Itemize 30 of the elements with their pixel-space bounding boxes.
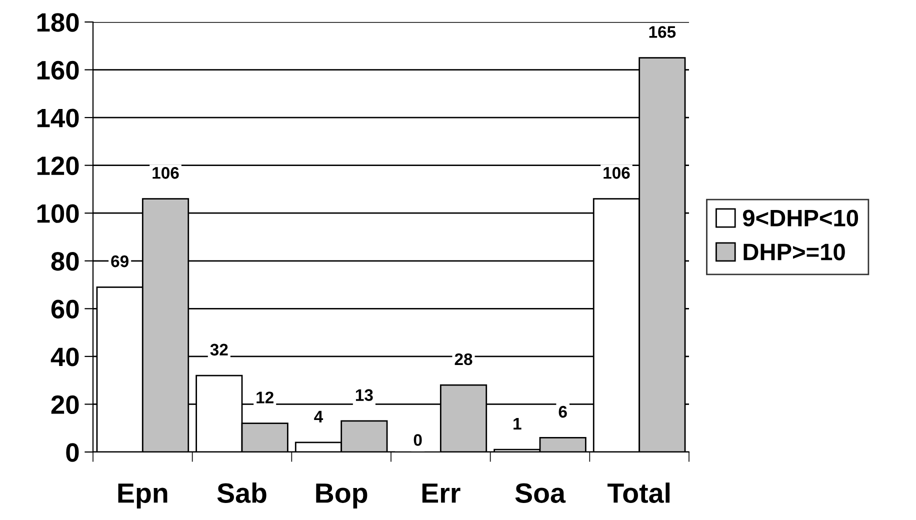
x-tick-label: Bop (316, 484, 368, 508)
data-label: 4 (314, 410, 324, 422)
data-label: 1 (514, 418, 522, 430)
data-label: 165 (649, 26, 676, 38)
x-tick-label: Total (607, 482, 670, 503)
y-tick-label: 120 (37, 156, 79, 176)
y-tick-label: 60 (51, 300, 79, 318)
x-tick-label: Err (422, 484, 460, 503)
data-label: 12 (256, 392, 274, 404)
legend-label: 9<DHP<10 (743, 210, 858, 226)
data-label: 32 (210, 344, 228, 356)
y-tick-label: 0 (66, 443, 79, 462)
data-label: 69 (111, 255, 128, 268)
data-label: 6 (558, 406, 567, 418)
data-label: 106 (152, 167, 179, 179)
x-tick-label: Epn (118, 484, 168, 508)
x-tick-label: Soa (515, 483, 566, 503)
data-label: 13 (356, 389, 373, 402)
y-tick-label: 40 (50, 348, 79, 366)
y-tick-label: 100 (37, 204, 79, 223)
y-tick-label: 180 (37, 13, 79, 32)
x-tick-label: Sab (217, 482, 266, 503)
y-tick-label: 80 (51, 252, 79, 271)
y-tick-label: 160 (37, 60, 79, 80)
y-tick-label: 20 (51, 395, 79, 414)
data-label: 0 (414, 434, 422, 446)
data-label: 106 (604, 167, 630, 179)
legend-label: DHP>=10 (744, 244, 845, 260)
data-label: 28 (454, 353, 472, 366)
y-tick-label: 140 (37, 108, 79, 128)
